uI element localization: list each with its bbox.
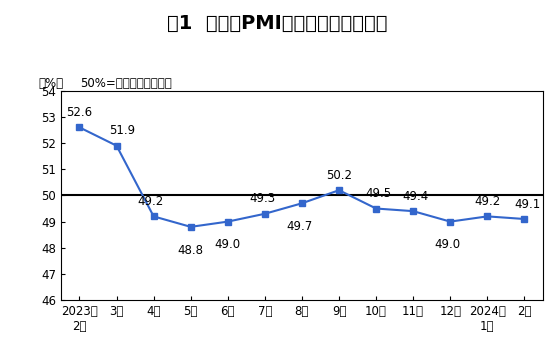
Text: 49.7: 49.7 bbox=[286, 220, 312, 233]
Text: 52.6: 52.6 bbox=[66, 106, 93, 119]
Text: 49.5: 49.5 bbox=[366, 187, 392, 200]
Text: 图1  制造业PMI指数（经季节调整）: 图1 制造业PMI指数（经季节调整） bbox=[167, 14, 387, 33]
Text: 49.0: 49.0 bbox=[215, 238, 241, 251]
Text: 49.2: 49.2 bbox=[138, 195, 164, 208]
Text: 49.3: 49.3 bbox=[249, 192, 275, 206]
Text: 48.8: 48.8 bbox=[178, 244, 204, 257]
Text: 49.4: 49.4 bbox=[403, 190, 429, 203]
Text: （%）: （%） bbox=[39, 77, 64, 90]
Text: 49.0: 49.0 bbox=[434, 238, 460, 251]
Text: 51.9: 51.9 bbox=[109, 124, 135, 138]
Text: 49.1: 49.1 bbox=[514, 198, 540, 211]
Text: 50.2: 50.2 bbox=[326, 169, 352, 182]
Text: 49.2: 49.2 bbox=[474, 195, 500, 208]
Text: 50%=与上月比较无变化: 50%=与上月比较无变化 bbox=[80, 77, 172, 90]
